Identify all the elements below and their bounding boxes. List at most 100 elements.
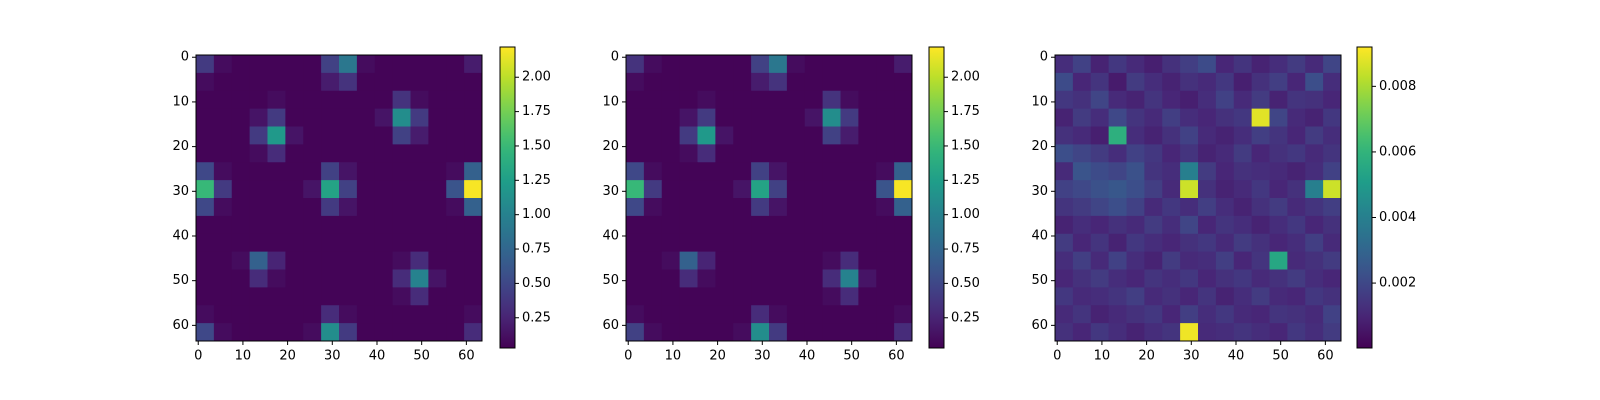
heatmap-cell	[876, 287, 895, 306]
heatmap-cell	[697, 287, 716, 306]
heatmap-cell	[894, 287, 913, 306]
colorbar-tick-label: 0.002	[1379, 276, 1416, 291]
heatmap-cell	[786, 305, 806, 324]
heatmap-cell	[643, 269, 663, 288]
heatmap-cell	[213, 269, 233, 288]
heatmap-cells	[1055, 55, 1342, 342]
heatmap-cell	[876, 251, 895, 270]
heatmap-cell	[769, 72, 788, 92]
heatmap-cell	[1305, 287, 1324, 306]
heatmap-cell	[822, 144, 841, 163]
y-tick-label: 10	[1031, 94, 1048, 109]
heatmap-cell	[1055, 126, 1074, 145]
heatmap-cell	[661, 198, 681, 217]
x-tick-label: 0	[194, 349, 202, 364]
heatmap-cell	[643, 162, 663, 181]
heatmap-cell	[1233, 180, 1253, 199]
heatmap-cell	[822, 126, 841, 145]
heatmap-cell	[213, 108, 233, 127]
heatmap-cell	[715, 269, 734, 288]
heatmap-cell	[321, 287, 340, 306]
heatmap-cell	[1180, 126, 1199, 145]
heatmap-cell	[858, 198, 877, 217]
heatmap-cell	[822, 251, 841, 270]
heatmap-cell	[428, 162, 447, 181]
heatmap-cell	[1287, 144, 1306, 163]
heatmap-cell	[428, 180, 447, 199]
colorbar-tick-label: 1.75	[951, 104, 980, 119]
heatmap-cell	[392, 162, 411, 181]
heatmap-cell	[751, 144, 770, 163]
heatmap-cell	[1108, 269, 1127, 288]
heatmap-cell	[1108, 72, 1127, 92]
heatmap-cell	[1233, 269, 1253, 288]
heatmap-cell	[213, 90, 233, 110]
colorbar-tick-label: 1.50	[951, 138, 980, 153]
heatmap-cell	[697, 233, 716, 253]
heatmap-cell	[751, 72, 770, 92]
x-tick-label: 20	[279, 349, 296, 364]
heatmap-cell	[410, 323, 429, 342]
heatmap-cell	[339, 162, 358, 181]
heatmap-cell	[769, 287, 788, 306]
heatmap-cell	[1198, 126, 1217, 145]
heatmap-cell	[1269, 126, 1288, 145]
heatmap-cell	[679, 215, 698, 235]
heatmap-cell	[231, 287, 251, 306]
heatmap-cell	[249, 269, 268, 288]
heatmap-cell	[213, 251, 233, 270]
heatmap-cell	[769, 251, 788, 270]
heatmap-cell	[249, 323, 268, 342]
heatmap-cell	[1198, 162, 1217, 181]
heatmap-cell	[840, 269, 859, 288]
heatmap-cell	[840, 162, 859, 181]
heatmap-cell	[1126, 305, 1145, 324]
heatmap-cell	[339, 287, 358, 306]
heatmap-cell	[303, 251, 322, 270]
heatmap-cell	[858, 72, 877, 92]
heatmap-cell	[1055, 287, 1074, 306]
heatmap-cell	[249, 55, 268, 74]
heatmap-cell	[1162, 269, 1181, 288]
heatmap-cell	[733, 180, 752, 199]
heatmap-cell	[661, 162, 681, 181]
heatmap-cell	[661, 287, 681, 306]
heatmap-cell	[1108, 126, 1127, 145]
heatmap-cell	[410, 251, 429, 270]
heatmap-cell	[1144, 287, 1163, 306]
heatmap-cell	[1108, 162, 1127, 181]
heatmap-cell	[1072, 180, 1092, 199]
heatmap-cell	[1162, 233, 1181, 253]
heatmap-cell	[1162, 215, 1181, 235]
heatmap-cell	[715, 162, 734, 181]
heatmap-cell	[679, 90, 698, 110]
heatmap-cell	[1144, 305, 1163, 324]
heatmap-cell	[374, 126, 394, 145]
heatmap-cell	[679, 180, 698, 199]
heatmap-cell	[321, 323, 340, 342]
heatmap-cell	[643, 126, 663, 145]
heatmap-cell	[1162, 180, 1181, 199]
heatmap-cell	[1251, 251, 1270, 270]
heatmap-cell	[679, 251, 698, 270]
heatmap-cell	[303, 90, 322, 110]
heatmap-cell	[249, 180, 268, 199]
x-tick-label: 40	[369, 349, 386, 364]
heatmap-cell	[1233, 108, 1253, 127]
y-tick-label: 20	[602, 139, 619, 154]
heatmap-cell	[392, 233, 411, 253]
heatmap-cell	[303, 126, 322, 145]
x-tick-label: 40	[799, 349, 816, 364]
heatmap-cell	[751, 251, 770, 270]
heatmap-cell	[1198, 287, 1217, 306]
y-tick-label: 40	[602, 228, 619, 243]
heatmap-cell	[751, 323, 770, 342]
heatmap-cell	[374, 72, 394, 92]
heatmap-cell	[804, 305, 824, 324]
heatmap-cell	[213, 126, 233, 145]
heatmap-cell	[679, 162, 698, 181]
heatmap-cell	[303, 180, 322, 199]
heatmap-cell	[715, 126, 734, 145]
heatmap-cell	[196, 126, 215, 145]
